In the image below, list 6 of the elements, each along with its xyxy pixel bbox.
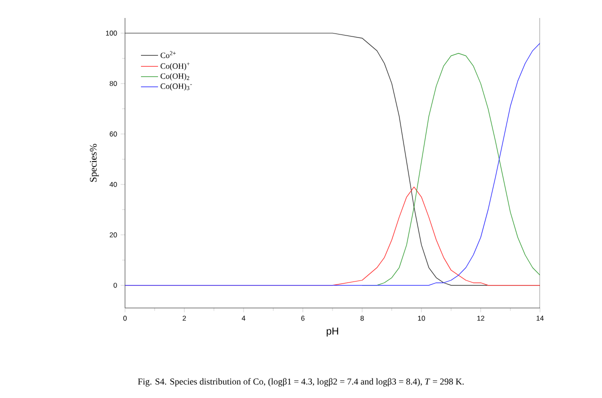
legend-label: Co$^{2+}$ xyxy=(160,51,176,58)
legend-label: Co(OH)$_{2}$ xyxy=(160,73,190,80)
y-axis-title: Species% xyxy=(90,144,99,182)
x-axis-title: pH xyxy=(326,328,338,337)
legend-label: Co(OH)$^{+}$ xyxy=(160,62,190,70)
caption: Fig. S4. Species distribution of Co, (logβ1 = 4.3, logβ2 = 7.4 and logβ3 = 8.4), T = 298 K. xyxy=(138,378,464,386)
